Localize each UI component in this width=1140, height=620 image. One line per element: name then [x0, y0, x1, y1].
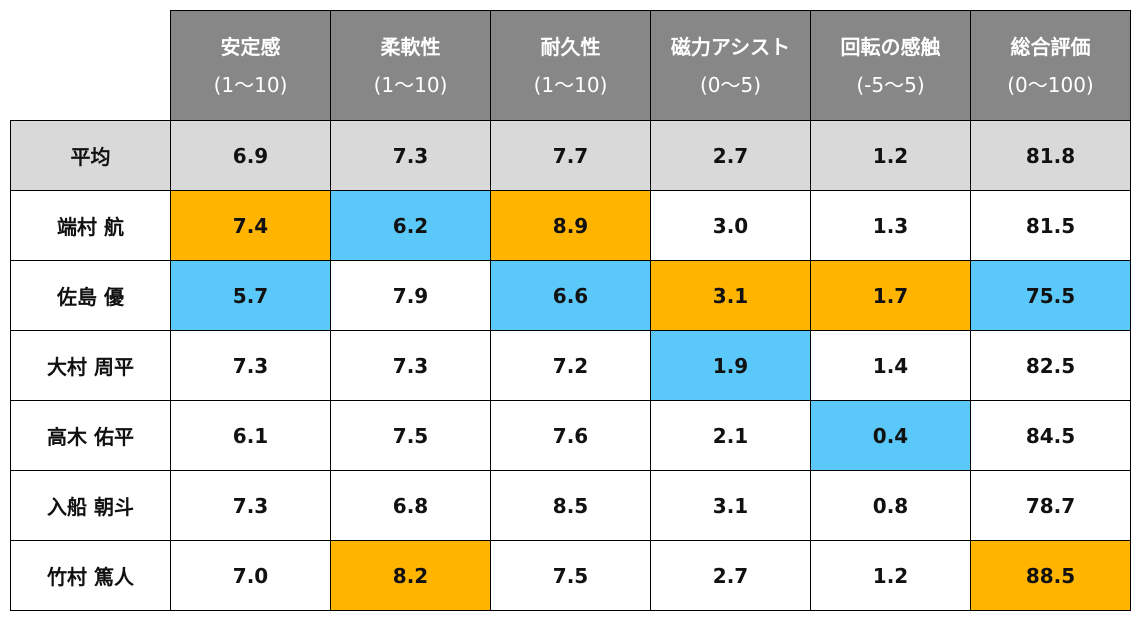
- score-cell: 2.1: [650, 400, 811, 471]
- score-cell: 7.2: [490, 330, 651, 401]
- column-range: (0〜5): [699, 72, 762, 97]
- average-cell: 1.2: [810, 120, 971, 191]
- score-cell: 6.6: [490, 260, 651, 331]
- score-cell: 75.5: [970, 260, 1131, 331]
- column-label: 耐久性: [540, 34, 601, 59]
- table-row: 竹村 篤人 7.0 8.2 7.5 2.7 1.2 88.5: [10, 540, 1131, 611]
- score-cell: 7.5: [490, 540, 651, 611]
- score-cell: 7.3: [330, 330, 491, 401]
- column-range: (1〜10): [213, 72, 288, 97]
- score-cell: 3.1: [650, 260, 811, 331]
- score-cell: 1.9: [650, 330, 811, 401]
- row-label: 高木 佑平: [10, 400, 171, 471]
- score-cell: 7.3: [170, 470, 331, 541]
- corner-cell: [11, 11, 171, 121]
- score-cell: 7.5: [330, 400, 491, 471]
- score-cell: 78.7: [970, 470, 1131, 541]
- column-range: (-5〜5): [856, 72, 925, 97]
- row-label: 端村 航: [10, 190, 171, 261]
- column-header-magnetic-assist: 磁力アシスト (0〜5): [650, 10, 811, 121]
- column-header-overall-rating: 総合評価 (0〜100): [970, 10, 1131, 121]
- column-label: 回転の感触: [840, 34, 941, 59]
- score-cell: 82.5: [970, 330, 1131, 401]
- score-cell: 84.5: [970, 400, 1131, 471]
- column-label: 磁力アシスト: [670, 34, 791, 59]
- table-row: 佐島 優 5.7 7.9 6.6 3.1 1.7 75.5: [10, 260, 1131, 331]
- score-cell: 88.5: [970, 540, 1131, 611]
- score-cell: 2.7: [650, 540, 811, 611]
- average-cell: 7.7: [490, 120, 651, 191]
- score-cell: 5.7: [170, 260, 331, 331]
- score-cell: 3.1: [650, 470, 811, 541]
- average-cell: 6.9: [170, 120, 331, 191]
- score-cell: 7.6: [490, 400, 651, 471]
- column-range: (0〜100): [1007, 72, 1094, 97]
- score-cell: 8.5: [490, 470, 651, 541]
- column-header-stability: 安定感 (1〜10): [170, 10, 331, 121]
- score-cell: 1.7: [810, 260, 971, 331]
- score-cell: 1.2: [810, 540, 971, 611]
- score-table: 安定感 (1〜10) 柔軟性 (1〜10) 耐久性 (1〜10) 磁力アシスト (0〜5…: [10, 10, 1131, 611]
- row-label: 佐島 優: [10, 260, 171, 331]
- score-cell: 0.8: [810, 470, 971, 541]
- table-row: 高木 佑平 6.1 7.5 7.6 2.1 0.4 84.5: [10, 400, 1131, 471]
- row-label: 大村 周平: [10, 330, 171, 401]
- score-cell: 7.9: [330, 260, 491, 331]
- score-cell: 8.9: [490, 190, 651, 261]
- column-range: (1〜10): [533, 72, 608, 97]
- average-row: 平均 6.9 7.3 7.7 2.7 1.2 81.8: [10, 120, 1131, 191]
- column-range: (1〜10): [373, 72, 448, 97]
- average-cell: 81.8: [970, 120, 1131, 191]
- column-header-durability: 耐久性 (1〜10): [490, 10, 651, 121]
- score-cell: 6.2: [330, 190, 491, 261]
- score-cell: 7.4: [170, 190, 331, 261]
- row-label: 入船 朝斗: [10, 470, 171, 541]
- score-cell: 1.4: [810, 330, 971, 401]
- average-cell: 2.7: [650, 120, 811, 191]
- row-label: 竹村 篤人: [10, 540, 171, 611]
- score-cell: 1.3: [810, 190, 971, 261]
- score-cell: 81.5: [970, 190, 1131, 261]
- score-cell: 7.0: [170, 540, 331, 611]
- column-label: 柔軟性: [380, 34, 441, 59]
- score-cell: 0.4: [810, 400, 971, 471]
- column-header-rotation-feel: 回転の感触 (-5〜5): [810, 10, 971, 121]
- table-row: 入船 朝斗 7.3 6.8 8.5 3.1 0.8 78.7: [10, 470, 1131, 541]
- score-cell: 8.2: [330, 540, 491, 611]
- column-label: 安定感: [220, 34, 281, 59]
- score-cell: 6.8: [330, 470, 491, 541]
- row-label-average: 平均: [10, 120, 171, 191]
- score-cell: 3.0: [650, 190, 811, 261]
- column-header-flexibility: 柔軟性 (1〜10): [330, 10, 491, 121]
- column-label: 総合評価: [1010, 34, 1091, 59]
- average-cell: 7.3: [330, 120, 491, 191]
- score-cell: 6.1: [170, 400, 331, 471]
- score-cell: 7.3: [170, 330, 331, 401]
- table-row: 大村 周平 7.3 7.3 7.2 1.9 1.4 82.5: [10, 330, 1131, 401]
- header-row: 安定感 (1〜10) 柔軟性 (1〜10) 耐久性 (1〜10) 磁力アシスト (0〜5…: [11, 10, 1131, 121]
- table-row: 端村 航 7.4 6.2 8.9 3.0 1.3 81.5: [10, 190, 1131, 261]
